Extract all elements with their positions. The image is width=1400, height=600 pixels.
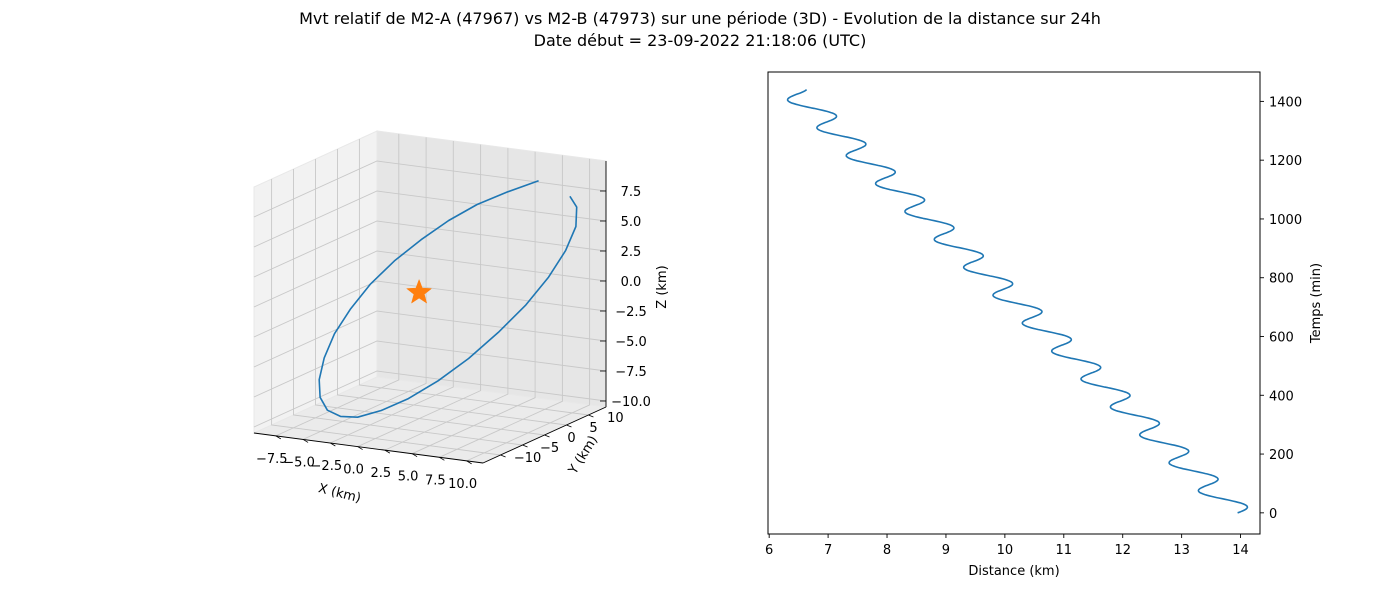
x-tick-label: 11 xyxy=(1056,543,1073,558)
gridline-x xyxy=(330,141,454,444)
x-tick-label: 13 xyxy=(1173,543,1190,558)
gridline-x xyxy=(439,155,563,458)
x-tick-label: 10.0 xyxy=(448,477,477,492)
gridline-x xyxy=(357,144,482,448)
x-tick-label: 5.0 xyxy=(398,470,419,485)
x-axis-line xyxy=(253,432,484,464)
y-tick-label: 5 xyxy=(589,421,597,436)
x-tick xyxy=(384,449,391,454)
x-tick xyxy=(302,439,309,443)
trajectory-line xyxy=(318,179,578,419)
y-tick-label: 10 xyxy=(607,411,624,426)
z-tick-label: −10.0 xyxy=(611,395,651,410)
x-tick-label: 2.5 xyxy=(371,466,392,481)
y-tick xyxy=(544,434,550,438)
y-tick-label: 600 xyxy=(1269,331,1294,346)
gridline-x xyxy=(411,151,536,455)
x-tick-label: 7.5 xyxy=(425,473,446,488)
x-tick-label: 10 xyxy=(997,543,1014,558)
x-tick xyxy=(275,435,282,440)
y-tick-label: 400 xyxy=(1269,389,1294,404)
distance-series-line xyxy=(786,88,1249,514)
y-tick xyxy=(588,414,594,418)
y-tick xyxy=(522,444,528,448)
x-tick-label: 6 xyxy=(765,543,773,558)
y-tick-label: 1400 xyxy=(1269,95,1302,110)
y-tick-label: −5 xyxy=(540,441,559,456)
x-tick xyxy=(439,456,445,461)
x-tick-label: 9 xyxy=(942,543,950,558)
gridline-y xyxy=(271,179,501,456)
x-axis-label: Distance (km) xyxy=(968,564,1059,579)
z-tick-label: 7.5 xyxy=(621,185,642,200)
gridline-z xyxy=(253,160,607,218)
y-tick-label: −10 xyxy=(514,451,541,466)
x-axis-label: X (km) xyxy=(317,481,363,506)
x-tick xyxy=(411,453,418,458)
gridline-z xyxy=(253,340,607,398)
origin-star-marker xyxy=(406,278,433,304)
y-tick xyxy=(566,424,572,428)
z-tick-label: −5.0 xyxy=(615,335,647,350)
y-tick-label: 1000 xyxy=(1269,213,1302,228)
z-tick-label: 5.0 xyxy=(621,215,642,230)
gridline-y xyxy=(337,149,567,426)
z-tick-label: 2.5 xyxy=(621,245,642,260)
chart-3d-trajectory: −7.5−5.0−2.5 0.0 2.5 5.0 7.5 10.0−10−50510−10… xyxy=(252,130,670,506)
x-tick xyxy=(466,460,472,465)
x-tick-label: −5.0 xyxy=(283,455,315,470)
gridline-y xyxy=(358,139,589,416)
gridline-x xyxy=(384,148,509,451)
y-tick-label: 0 xyxy=(1269,507,1277,522)
gridline-z xyxy=(253,310,607,368)
y-tick-label: 0 xyxy=(567,431,575,446)
z-tick-label: −2.5 xyxy=(615,305,647,320)
gridline-x xyxy=(466,158,591,462)
gridline-y xyxy=(293,169,523,446)
figure-title-line-1: Mvt relatif de M2-A (47967) vs M2-B (479… xyxy=(299,9,1101,28)
z-axis-label: Z (km) xyxy=(655,265,670,308)
x-tick-label: −7.5 xyxy=(256,452,288,467)
gridline-x xyxy=(302,137,427,440)
y-tick-label: 200 xyxy=(1269,448,1294,463)
x-tick-label: 14 xyxy=(1232,543,1249,558)
x-tick-label: 8 xyxy=(883,543,891,558)
y-tick xyxy=(500,454,506,458)
y-tick-label: 1200 xyxy=(1269,154,1302,169)
gridline-z xyxy=(253,220,607,278)
y-axis-label: Temps (min) xyxy=(1309,263,1324,344)
x-tick-label: 7 xyxy=(824,543,832,558)
gridline-y xyxy=(315,159,545,436)
gridline-z xyxy=(253,250,607,308)
gridline-x xyxy=(275,133,400,437)
z-tick-label: 0.0 xyxy=(621,275,642,290)
gridline-z xyxy=(253,370,607,428)
gridline-z xyxy=(253,190,607,248)
pane-y xyxy=(376,130,607,408)
z-tick-label: −7.5 xyxy=(615,365,647,380)
figure-title-line-2: Date début = 23-09-2022 21:18:06 (UTC) xyxy=(533,31,867,50)
x-tick-label: −2.5 xyxy=(311,459,343,474)
chart-distance-vs-time: 6 7 8 9 10 11 12 13 14 0 200 400 600 800 1000 1200 1400 D… xyxy=(765,71,1324,579)
x-tick xyxy=(330,442,336,447)
y-tick-label: 800 xyxy=(1269,272,1294,287)
x-tick xyxy=(357,446,363,450)
x-tick-label: 12 xyxy=(1114,543,1131,558)
x-tick-label: 0.0 xyxy=(343,463,364,478)
